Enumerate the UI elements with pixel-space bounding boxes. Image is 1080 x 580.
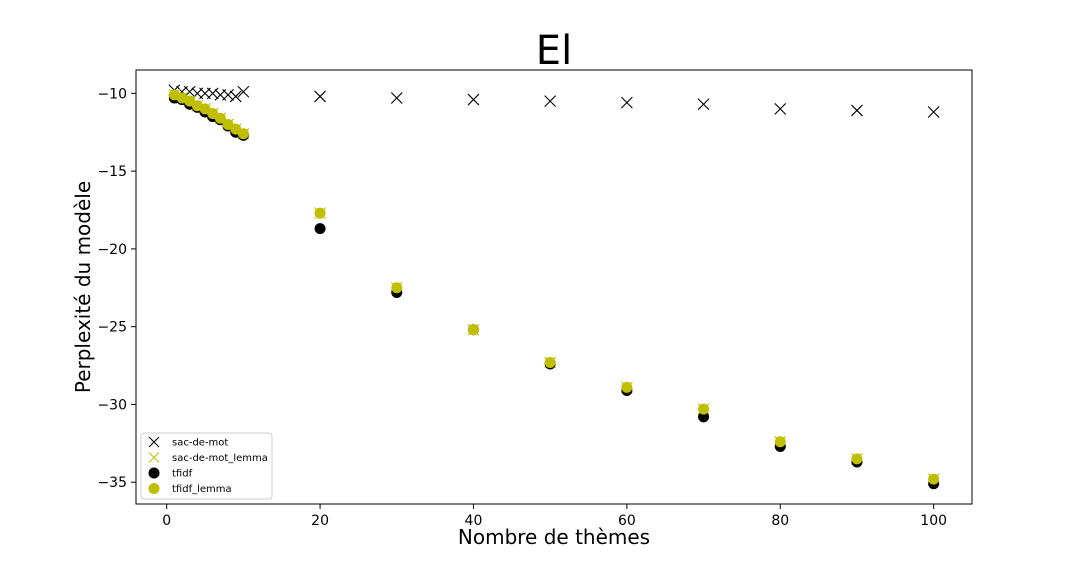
tfidf-legend-marker: [148, 467, 160, 479]
sac-de-mot-point: [697, 98, 710, 111]
sac-de-mot-point: [390, 92, 403, 104]
tfidf-lemma-point: [928, 473, 940, 485]
legend-label: sac-de-mot_lemma: [172, 453, 268, 464]
tfidf-lemma-point: [544, 356, 556, 368]
tfidf-lemma-point: [391, 282, 403, 294]
chart-title: El: [536, 28, 572, 74]
axis-ticks: 0 20 40 60 80 100 −35 −30 −25 −20 −15 −10: [97, 86, 947, 529]
sac-de-mot-legend-marker: [148, 436, 160, 448]
sac-de-mot-point: [927, 106, 940, 118]
tfidf-point: [698, 411, 710, 423]
sac-de-mot-point: [237, 85, 250, 98]
sac-de-mot-lemma-legend-marker: [148, 452, 160, 463]
sac-de-mot-point: [206, 87, 219, 100]
sac-de-mot-point: [544, 95, 557, 108]
tfidf-lemma-point: [314, 207, 326, 219]
y-tick-label: −30: [97, 397, 127, 413]
x-axis-label: Nombre de thèmes: [458, 525, 650, 549]
legend-label: sac-de-mot: [172, 438, 228, 449]
sac-de-mot-point: [851, 104, 863, 117]
x-tick-label: 100: [920, 513, 947, 529]
x-tick-label: 80: [771, 513, 789, 529]
tfidf-lemma-point: [214, 112, 226, 124]
legend-label: tfidf_lemma: [172, 484, 232, 495]
x-tick-label: 20: [311, 513, 329, 529]
tfidf-lemma-legend-marker: [148, 483, 160, 494]
tfidf-lemma-point: [774, 436, 786, 448]
legend-box: [140, 432, 273, 500]
y-tick-label: −35: [97, 475, 127, 491]
tfidf-lemma-point: [621, 381, 633, 393]
legend-label: tfidf: [172, 469, 193, 480]
x-tick-label: 40: [465, 513, 483, 529]
sac-de-mot-point: [222, 88, 234, 101]
plot-frame: [135, 69, 973, 505]
tfidf-lemma-point: [698, 403, 710, 415]
y-axis-label: Perplexité du modèle: [71, 181, 95, 393]
x-tick-label: 0: [162, 513, 171, 529]
y-tick-label: −25: [97, 320, 127, 336]
tfidf-point: [314, 223, 326, 235]
tfidf-lemma-point: [237, 128, 249, 140]
y-tick-label: −15: [97, 164, 127, 180]
tfidf-lemma-point: [467, 324, 479, 336]
sac-de-mot-point: [229, 90, 242, 103]
y-tick-label: −20: [97, 242, 127, 258]
data-points: [168, 84, 940, 490]
x-tick-label: 60: [618, 513, 636, 529]
sac-de-mot-point: [774, 102, 787, 115]
y-tick-label: −10: [97, 86, 127, 102]
tfidf-lemma-point: [851, 453, 863, 465]
sac-de-mot-point: [467, 93, 480, 106]
sac-de-mot-point: [620, 96, 633, 109]
sac-de-mot-point: [314, 90, 326, 103]
